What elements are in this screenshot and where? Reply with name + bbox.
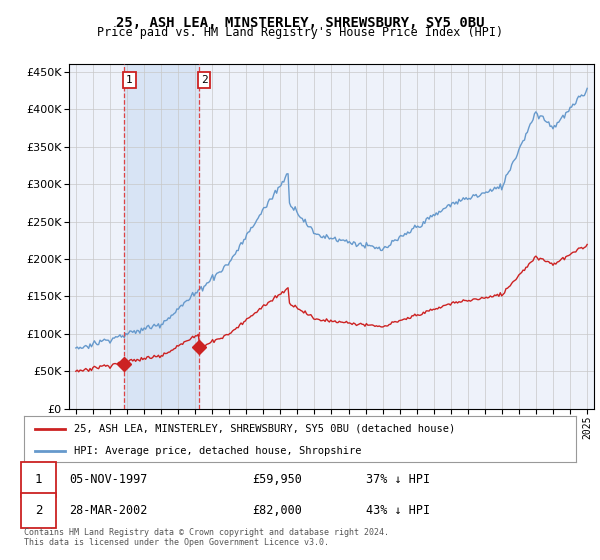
Bar (124, 64, 199, 409)
Text: 37% ↓ HPI: 37% ↓ HPI (366, 473, 430, 486)
Text: £59,950: £59,950 (252, 473, 302, 486)
Text: 28-MAR-2002: 28-MAR-2002 (69, 503, 148, 517)
Text: 1: 1 (35, 473, 42, 486)
Text: Contains HM Land Registry data © Crown copyright and database right 2024.
This d: Contains HM Land Registry data © Crown c… (24, 528, 389, 548)
Text: 1: 1 (126, 74, 133, 85)
Text: HPI: Average price, detached house, Shropshire: HPI: Average price, detached house, Shro… (74, 446, 361, 455)
Text: 2: 2 (35, 503, 42, 517)
Text: Price paid vs. HM Land Registry's House Price Index (HPI): Price paid vs. HM Land Registry's House … (97, 26, 503, 39)
Text: 25, ASH LEA, MINSTERLEY, SHREWSBURY, SY5 0BU: 25, ASH LEA, MINSTERLEY, SHREWSBURY, SY5… (116, 16, 484, 30)
Text: 43% ↓ HPI: 43% ↓ HPI (366, 503, 430, 517)
Text: 2: 2 (201, 74, 208, 85)
Text: 25, ASH LEA, MINSTERLEY, SHREWSBURY, SY5 0BU (detached house): 25, ASH LEA, MINSTERLEY, SHREWSBURY, SY5… (74, 424, 455, 434)
Text: 05-NOV-1997: 05-NOV-1997 (69, 473, 148, 486)
Text: £82,000: £82,000 (252, 503, 302, 517)
